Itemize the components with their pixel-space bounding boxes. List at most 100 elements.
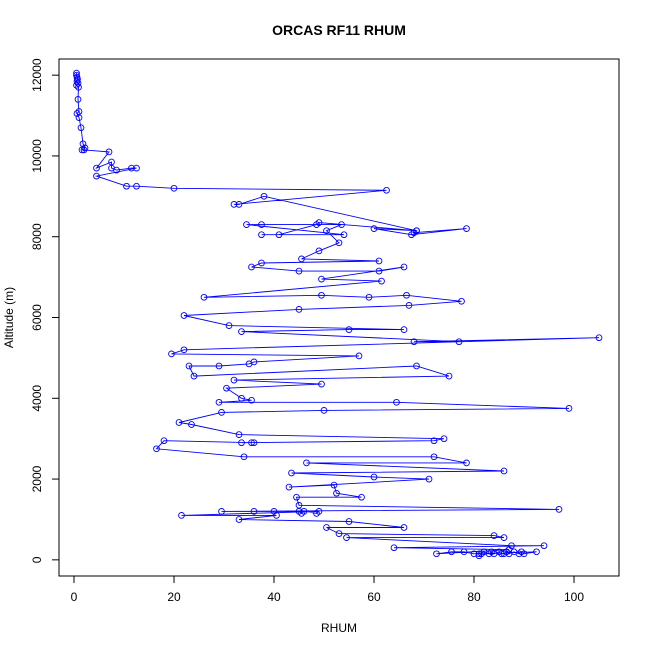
y-tick-label: 2000: [30, 465, 44, 492]
data-point: [93, 172, 100, 180]
data-point: [200, 293, 208, 301]
data-point: [345, 518, 353, 525]
data-point: [75, 114, 83, 121]
data-point: [180, 346, 188, 354]
x-axis: 0 20 40 60 80 100: [71, 576, 584, 604]
data-point: [358, 493, 365, 501]
data-point: [410, 338, 418, 346]
data-point: [315, 508, 323, 515]
data-point: [73, 81, 80, 89]
x-tick-label: 0: [71, 590, 78, 604]
x-tick-label: 100: [564, 590, 584, 604]
series-line: [75, 73, 600, 557]
data-point: [178, 512, 185, 519]
data-point: [105, 148, 113, 156]
data-point: [235, 431, 243, 438]
data-point: [400, 524, 408, 531]
data-point: [248, 263, 255, 271]
data-point: [295, 267, 303, 275]
data-point: [79, 140, 87, 148]
data-point: [343, 534, 350, 541]
data-point: [330, 481, 338, 489]
data-point: [340, 231, 348, 239]
data-point: [458, 297, 465, 305]
data-point: [248, 396, 255, 404]
data-point: [238, 439, 245, 447]
data-point: [245, 360, 253, 368]
data-point: [338, 221, 345, 228]
x-tick-label: 40: [267, 590, 281, 604]
data-point: [133, 164, 140, 172]
x-tick-label: 80: [467, 590, 481, 604]
data-point: [74, 96, 82, 103]
data-point: [335, 530, 343, 537]
data-point: [315, 247, 323, 255]
data-point: [73, 110, 81, 117]
data-point: [260, 192, 268, 200]
data-point: [323, 524, 330, 531]
data-point: [425, 475, 433, 483]
data-point: [408, 231, 415, 239]
x-tick-label: 60: [367, 590, 381, 604]
data-point: [180, 312, 188, 319]
data-point: [80, 146, 88, 154]
data-point: [250, 508, 258, 515]
data-point: [413, 362, 420, 370]
data-point: [238, 328, 245, 335]
data-point: [218, 409, 225, 416]
data-point: [320, 407, 328, 414]
data-point: [333, 489, 340, 497]
data-point: [383, 186, 390, 194]
data-point: [73, 69, 80, 77]
y-axis-label: Altitude (m): [2, 287, 16, 348]
y-axis: 0 2000 4000 6000 8000 10000 12000: [30, 58, 59, 563]
data-point: [93, 164, 100, 172]
data-point: [133, 182, 140, 190]
data-point: [323, 227, 330, 235]
data-point: [185, 362, 193, 370]
data-point: [238, 394, 245, 402]
data-point: [463, 225, 470, 232]
data-point: [405, 302, 413, 309]
data-point: [413, 227, 420, 235]
data-point: [390, 544, 398, 552]
data-point: [293, 493, 300, 501]
data-point: [433, 550, 440, 558]
data-point: [565, 405, 573, 412]
data-point: [258, 221, 265, 228]
data-point: [160, 437, 168, 445]
data-point: [230, 201, 238, 208]
x-tick-label: 20: [167, 590, 181, 604]
data-point: [400, 263, 408, 271]
data-point: [170, 184, 178, 192]
data-point: [355, 352, 363, 360]
data-point: [370, 473, 378, 481]
data-point: [445, 372, 453, 380]
data-point: [555, 506, 563, 513]
data-point: [113, 166, 120, 174]
data-point: [153, 445, 160, 453]
data-point: [318, 380, 325, 388]
data-point: [520, 550, 528, 558]
data-point: [375, 257, 383, 265]
data-point: [460, 548, 468, 556]
data-point: [128, 164, 135, 172]
data-point: [375, 267, 383, 275]
data-point: [190, 372, 198, 380]
data-point: [500, 534, 508, 541]
data-point: [168, 350, 175, 358]
data-point: [248, 439, 255, 447]
data-point: [298, 255, 305, 263]
data-point: [448, 548, 455, 556]
data-point: [218, 508, 225, 515]
y-tick-label: 10000: [30, 139, 44, 173]
data-point: [370, 225, 378, 232]
data-point: [463, 459, 470, 467]
data-series: [73, 69, 603, 560]
data-point: [258, 259, 265, 267]
data-point: [455, 338, 463, 346]
y-tick-label: 12000: [30, 58, 44, 92]
data-point: [595, 334, 603, 342]
data-point: [243, 221, 250, 228]
